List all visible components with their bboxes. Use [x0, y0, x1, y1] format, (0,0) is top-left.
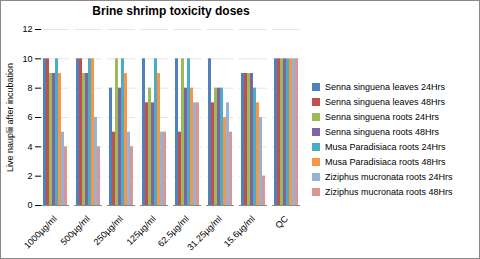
html-text:Senna singuena roots 24Hrs: Senna singuena roots 24Hrs [325, 111, 440, 122]
html-text:Ziziphus mucronata roots 48Hrs: Ziziphus mucronata roots 48Hrs [325, 186, 453, 197]
svg-text:125µg/ml: 125µg/ml [125, 214, 158, 247]
html-text:Musa Paradisiaca roots 48Hrs: Musa Paradisiaca roots 48Hrs [325, 156, 446, 167]
html-text:Brine shrimp toxicity doses: Brine shrimp toxicity doses [92, 4, 250, 18]
html-text:Senna singuena leaves 48Hrs: Senna singuena leaves 48Hrs [325, 96, 446, 107]
html-text:Ziziphus mucronata roots 24Hrs: Ziziphus mucronata roots 24Hrs [325, 171, 453, 182]
html-text:Senna singuena leaves 24Hrs: Senna singuena leaves 24Hrs [325, 81, 446, 92]
svg-text:4: 4 [27, 142, 32, 152]
svg-text:8: 8 [27, 83, 32, 93]
svg-text:Live nauplii after incubation: Live nauplii after incubation [5, 63, 15, 172]
html-text:Musa Paradisiaca roots 24Hrs: Musa Paradisiaca roots 24Hrs [325, 141, 446, 152]
svg-text:500µg/ml: 500µg/ml [59, 214, 92, 247]
svg-text:0: 0 [27, 200, 32, 210]
svg-text:62.5µg/ml: 62.5µg/ml [155, 213, 191, 249]
html-text:Senna singuena roots 48Hrs: Senna singuena roots 48Hrs [325, 126, 440, 137]
svg-text:250µg/ml: 250µg/ml [92, 214, 125, 247]
svg-text:1000µg/ml: 1000µg/ml [22, 214, 59, 251]
svg-text:QC: QC [273, 213, 290, 230]
svg-text:6: 6 [27, 112, 32, 122]
svg-text:2: 2 [27, 171, 32, 181]
svg-text:31.25µg/ml: 31.25µg/ml [185, 214, 224, 253]
svg-text:15.6µg/ml: 15.6µg/ml [222, 214, 257, 249]
svg-text:10: 10 [22, 54, 32, 64]
svg-text:12: 12 [22, 24, 32, 34]
